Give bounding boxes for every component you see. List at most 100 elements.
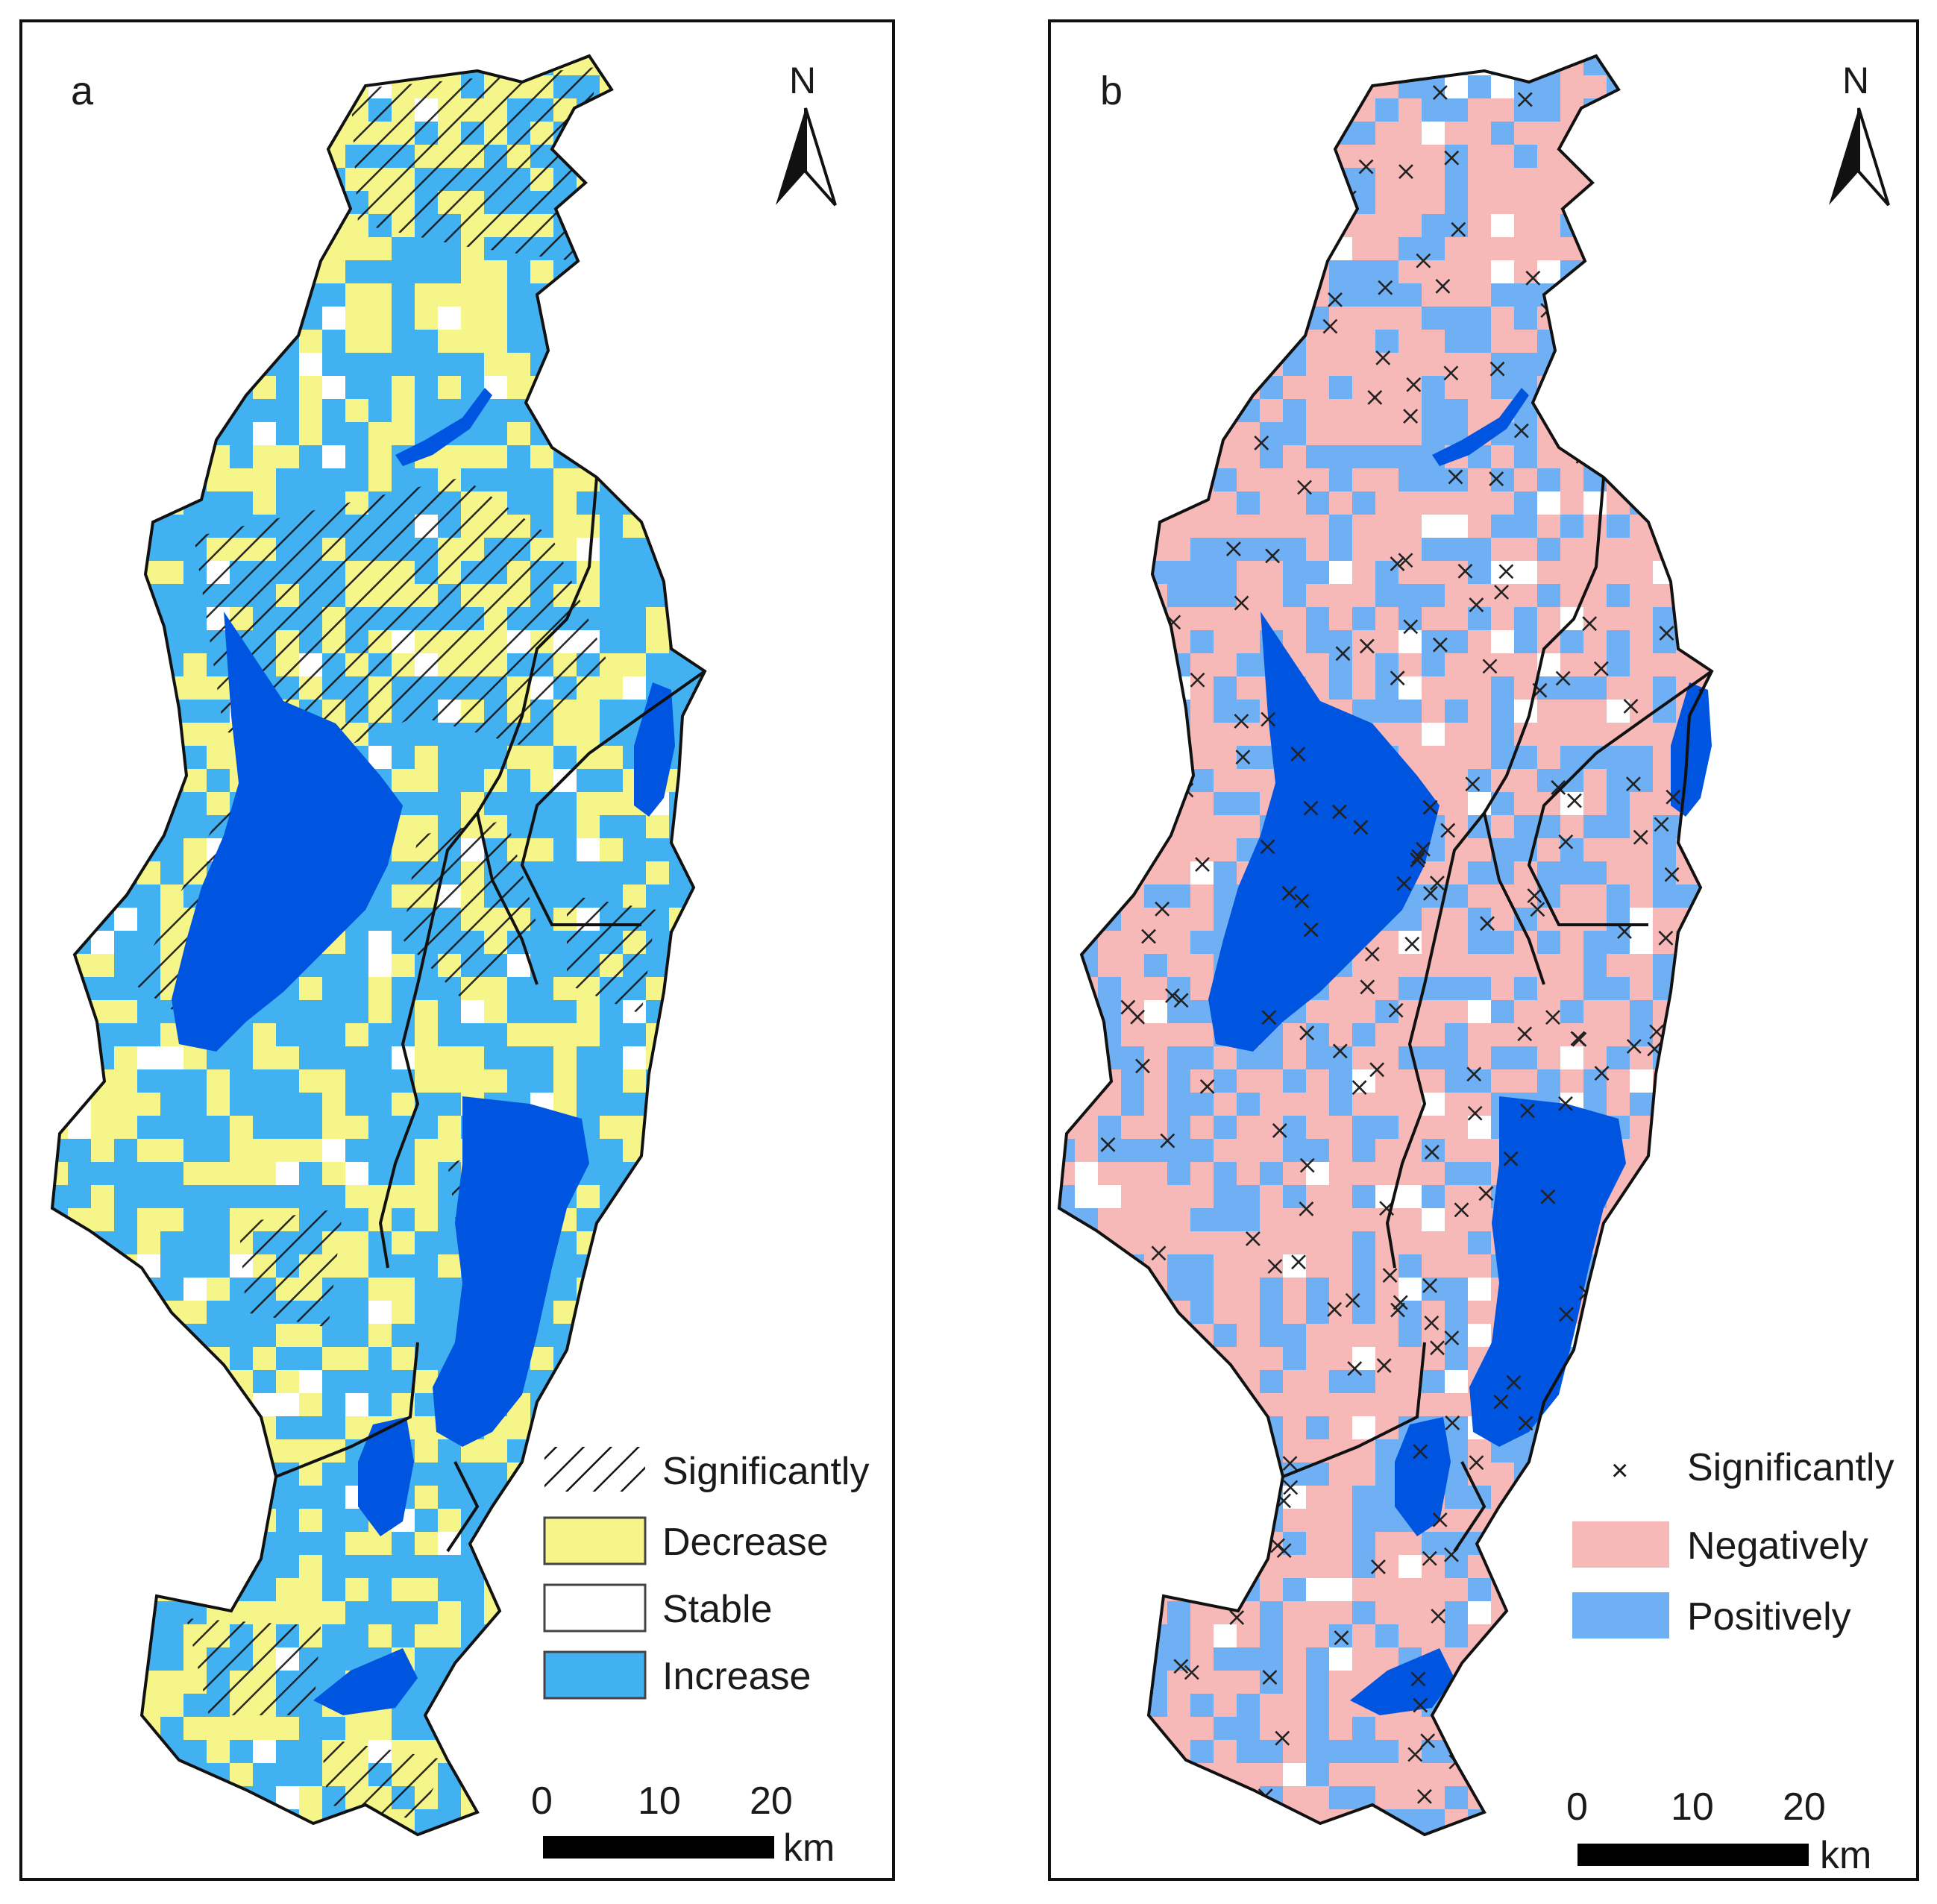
significance-cross [1272,1123,1287,1138]
grid-cell [1583,931,1607,955]
grid-cell [183,1717,207,1741]
grid-cell [1375,1116,1399,1140]
significance-cross [1328,292,1343,307]
grid-cell [183,1162,207,1186]
grid-cell [1329,330,1353,354]
grid-cell [1352,122,1376,145]
grid-cell [1422,468,1445,492]
significance-cross [1649,1024,1664,1040]
grid-cell [1398,214,1422,238]
significance-cross [1482,659,1498,674]
grid-cell [623,630,647,654]
grid-cell [1560,515,1584,538]
grid-cell [1630,769,1654,793]
grid-cell [1306,1324,1330,1348]
grid-cell [577,815,600,839]
grid-cell [1560,908,1584,931]
grid-cell [577,838,600,862]
grid-cell [1607,1046,1630,1070]
grid-cell [1514,815,1538,839]
grid-cell [1237,1717,1261,1741]
significance-cross [1411,849,1427,864]
grid-cell [1491,607,1515,631]
grid-cell [276,1162,300,1186]
grid-cell [276,1046,300,1070]
grid-cell [368,1578,392,1602]
grid-cell [1514,283,1538,307]
grid-cell [1121,1046,1145,1070]
grid-cell [438,376,462,400]
grid-cell [553,1023,577,1047]
grid-cell [1491,1023,1515,1047]
grid-cell [253,1347,277,1371]
grid-cell [1306,422,1330,446]
grid-cell [1260,1578,1284,1602]
grid-cell [577,1185,600,1209]
grid-cell [415,792,439,816]
grid-cell [1607,954,1630,978]
lake-southernmost-b [1350,1648,1454,1715]
grid-cell [1445,1023,1469,1047]
grid-cell [1214,561,1237,585]
grid-cell [1167,1093,1191,1116]
grid-cell [1237,561,1261,585]
grid-cell [1237,676,1261,700]
grid-cell [253,1763,277,1787]
grid-cell [230,1069,254,1093]
panel-a-scalebar: 0 10 20 km [531,1779,835,1870]
grid-cell [1352,283,1376,307]
grid-cell [1398,1231,1422,1255]
grid-cell [1583,838,1607,862]
grid-cell [1352,1231,1376,1255]
grid-cell [1121,1139,1145,1163]
grid-cell [253,1324,277,1348]
significance-cross [1347,1361,1363,1376]
grid-cell [322,1532,346,1556]
grid-cell [1398,260,1422,284]
grid-cell [1190,1139,1214,1163]
grid-cell [1514,191,1538,215]
grid-cell [392,746,415,770]
grid-cell [299,422,323,446]
grid-cell [1514,1046,1538,1070]
grid-cell [1329,653,1353,677]
grid-cell [507,353,531,377]
grid-cell [345,468,369,492]
legend-decrease-swatch [543,1516,647,1565]
grid-cell [415,1116,439,1140]
grid-cell [1375,653,1399,677]
grid-cell [1283,1555,1307,1579]
grid-cell [1468,538,1492,562]
significance-cross [1184,1665,1199,1680]
grid-cell [1167,1162,1191,1186]
grid-cell [368,931,392,955]
panel-a-letter: a [71,69,94,113]
grid-cell [368,399,392,423]
significance-cross [1353,820,1369,835]
grid-cell [1306,491,1330,515]
significance-cross [1444,150,1460,166]
grid-cell [1352,1139,1376,1163]
grid-cell [1329,977,1353,1001]
grid-cell [1514,792,1538,816]
grid-cell [1352,1023,1376,1047]
lake-large-west-b [1208,612,1440,1052]
grid-cell [1306,1578,1330,1602]
grid-cell [553,468,577,492]
grid-cell [1237,1278,1261,1301]
grid-cell [484,977,508,1001]
grid-cell [415,1671,439,1694]
significance-cross [1413,1697,1428,1713]
grid-cell [1352,468,1376,492]
grid-cell [1283,468,1307,492]
grid-cell [1167,954,1191,978]
grid-cell [345,1231,369,1255]
grid-cell [322,1647,346,1671]
grid-cell [1237,1254,1261,1278]
grid-cell [1583,815,1607,839]
grid-cell [553,746,577,770]
grid-cell [1144,1162,1168,1186]
lake-east-narrow-b [1671,682,1712,817]
grid-cell [183,815,207,839]
grid-cell [345,1324,369,1348]
